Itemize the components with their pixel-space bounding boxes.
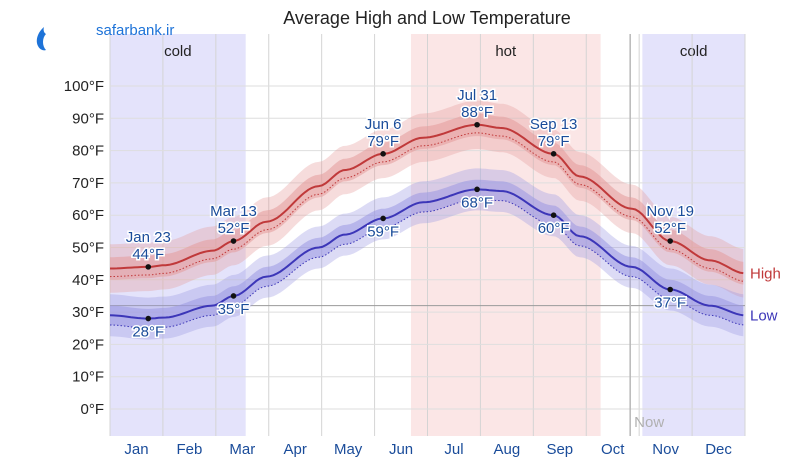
low-band-p10-p90 [110, 168, 744, 340]
x-tick-label: Aug [494, 441, 521, 458]
legend: High Low [750, 265, 781, 324]
high-annotation-temp: 44°F [132, 246, 164, 263]
low-annotation-point [230, 293, 237, 299]
season-label-cold: cold [164, 43, 192, 60]
high-annotation-point [145, 264, 152, 270]
high-annotation-point [230, 238, 237, 244]
y-tick-label: 0°F [80, 401, 104, 418]
high-annotation-temp: 79°F [367, 133, 399, 150]
high-annotation-temp: 52°F [218, 220, 250, 237]
season-label-cold: cold [680, 43, 708, 60]
annotation-points [145, 121, 673, 322]
x-tick-label: Jul [444, 441, 463, 458]
watermark-text: safarbank.ir [96, 22, 174, 39]
y-tick-label: 80°F [72, 143, 104, 160]
low-annotation-temp: 37°F [654, 294, 686, 311]
y-tick-label: 20°F [72, 336, 104, 353]
high-annotation-temp: 79°F [538, 133, 570, 150]
x-tick-label: Jan [124, 441, 148, 458]
low-annotation-temp: 28°F [132, 324, 164, 341]
y-tick-label: 100°F [64, 78, 104, 95]
low-annotation-point [474, 186, 480, 193]
now-label: Now [634, 414, 664, 431]
x-tick-label: Mar [229, 441, 255, 458]
low-series-line [109, 188, 744, 320]
low-annotation-point [550, 212, 557, 218]
low-annotation-temp: 59°F [367, 223, 399, 240]
y-tick-label: 60°F [72, 207, 104, 224]
low-annotation-point [667, 286, 673, 293]
high-annotation-point [474, 121, 480, 128]
flame-logo-icon [36, 27, 46, 51]
x-tick-label: Oct [601, 441, 625, 458]
x-tick-label: Apr [284, 441, 307, 458]
low-annotation-temp: 60°F [538, 220, 570, 237]
x-tick-label: Dec [705, 441, 732, 458]
y-tick-label: 90°F [72, 110, 104, 127]
high-annotation-date: Sep 13 [530, 116, 578, 133]
y-tick-label: 70°F [72, 175, 104, 192]
low-annotation-point [145, 315, 152, 322]
high-annotation-point [667, 238, 673, 244]
high-band-p25-p75 [110, 113, 744, 285]
legend-high: High [750, 265, 781, 282]
x-tick-label: Feb [176, 441, 202, 458]
high-annotation-date: Jul 31 [457, 87, 497, 104]
high-annotation-point [380, 151, 386, 157]
y-tick-label: 50°F [72, 240, 104, 257]
low-annotation-temp: 35°F [218, 301, 250, 318]
x-tick-label: Sep [546, 441, 573, 458]
y-tick-label: 10°F [72, 369, 104, 386]
high-annotation-date: Jan 23 [126, 229, 171, 246]
low-band-p25-p75 [110, 179, 744, 329]
chart-title: Average High and Low Temperature [283, 8, 571, 28]
y-tick-label: 40°F [72, 272, 104, 289]
watermark: safarbank.ir [36, 22, 174, 51]
low-dotted-line [109, 198, 744, 329]
legend-low: Low [750, 307, 778, 324]
low-annotation-temp: 68°F [461, 194, 493, 211]
high-series-line [110, 123, 744, 275]
high-annotation-date: Mar 13 [210, 203, 257, 220]
high-annotation-temp: 88°F [461, 104, 493, 121]
season-label-hot: hot [495, 43, 517, 60]
high-annotation-point [550, 151, 557, 157]
y-tick-label: 30°F [72, 304, 104, 321]
low-annotation-point [380, 215, 386, 222]
high-annotation-date: Nov 19 [646, 203, 694, 220]
x-tick-label: May [334, 441, 363, 458]
axis-labels: 0°F 10°F 20°F 30°F 40°F 50°F 60°F 70°F 80°F 90°F 1… [64, 78, 733, 458]
high-annotation-temp: 52°F [654, 220, 686, 237]
x-tick-label: Nov [652, 441, 679, 458]
x-tick-label: Jun [389, 441, 413, 458]
percentile-bands [110, 100, 744, 340]
high-annotation-date: Jun 6 [365, 116, 402, 133]
series-lines [109, 123, 744, 329]
